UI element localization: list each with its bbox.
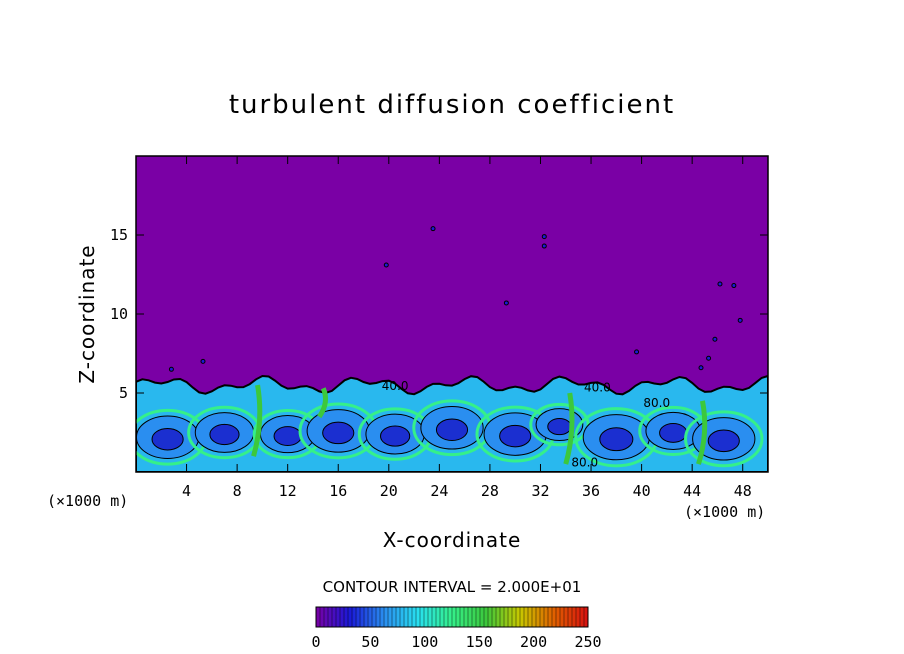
y-axis-ticks: 5 10 15	[110, 226, 768, 402]
y-tick-label: 10	[110, 305, 128, 323]
contour-cell	[634, 349, 640, 355]
eddy-core	[547, 418, 572, 436]
eddy-core	[273, 426, 302, 446]
eddy-core	[499, 424, 532, 448]
eddy-core	[322, 421, 355, 445]
contour-cell	[200, 358, 206, 364]
x-tick-label: 20	[380, 482, 398, 500]
green-plume	[251, 384, 263, 457]
contour-cell	[717, 281, 723, 287]
x-tick-label: 24	[430, 482, 448, 500]
colorbar-tick-label: 150	[466, 633, 493, 651]
contour-label: 80.0	[643, 396, 670, 410]
x-tick-label: 40	[633, 482, 651, 500]
colorbar-tick-label: 100	[411, 633, 438, 651]
contour-cell	[168, 366, 174, 372]
colorbar	[315, 606, 589, 628]
y-tick-label: 15	[110, 226, 128, 244]
x-axis-ticks: 4 8 12 16 20 24 28 32 36 40 44 48	[182, 156, 752, 500]
x-origin-unit-label: (×1000 m)	[47, 492, 128, 510]
colorbar-tick-label: 50	[361, 633, 379, 651]
contour-interval-label: CONTOUR INTERVAL = 2.000E+01	[323, 578, 582, 596]
y-tick-label: 5	[119, 384, 128, 402]
chart-title: turbulent diffusion coefficient	[229, 90, 675, 120]
colorbar-tick-label: 250	[574, 633, 601, 651]
eddy-rim	[684, 410, 764, 468]
eddy-core	[151, 427, 184, 451]
green-plume	[696, 400, 708, 465]
colorbar-tick-label: 0	[311, 633, 320, 651]
eddy-core	[380, 425, 411, 447]
colorbar-tick-label: 200	[520, 633, 547, 651]
eddy-core	[599, 427, 634, 452]
x-tick-label: 8	[233, 482, 242, 500]
x-tick-label: 36	[582, 482, 600, 500]
eddy-core	[435, 418, 469, 442]
contour-cell	[503, 300, 509, 306]
contour-cell	[698, 365, 704, 371]
x-tick-label: 32	[531, 482, 549, 500]
green-plume	[563, 392, 575, 465]
x-tick-label: 48	[734, 482, 752, 500]
contour-cell	[706, 355, 712, 361]
x-tick-label: 4	[182, 482, 191, 500]
eddy-rim	[529, 402, 590, 447]
eddy-core	[209, 423, 240, 446]
x-axis-title: X-coordinate	[383, 528, 522, 552]
x-tick-label: 12	[279, 482, 297, 500]
contour-cell	[712, 336, 718, 342]
eddy-core	[659, 423, 688, 443]
x-end-unit-label: (×1000 m)	[684, 503, 765, 521]
colorbar-ticks: 0 50 100 150 200 250	[311, 633, 601, 651]
eddy-core	[707, 429, 740, 453]
contour-cell	[731, 283, 737, 289]
x-tick-label: 44	[683, 482, 701, 500]
isolated-contour-cells	[168, 226, 743, 372]
x-tick-label: 28	[481, 482, 499, 500]
green-plume	[317, 387, 329, 419]
contour-labels: 40.0 40.0 80.0 80.0	[382, 379, 670, 470]
plot-area	[136, 156, 768, 472]
contour-cell	[737, 317, 743, 323]
turbulent-layer	[136, 374, 768, 472]
y-axis-title: Z-coordinate	[75, 244, 99, 383]
contour-cell	[430, 226, 436, 232]
x-tick-label: 16	[329, 482, 347, 500]
contour-label: 80.0	[571, 455, 598, 469]
contour-label: 40.0	[584, 380, 611, 394]
contour-label: 40.0	[382, 379, 409, 393]
contour-cell	[383, 262, 389, 268]
contour-cell	[541, 243, 547, 249]
contour-cell	[541, 234, 547, 240]
